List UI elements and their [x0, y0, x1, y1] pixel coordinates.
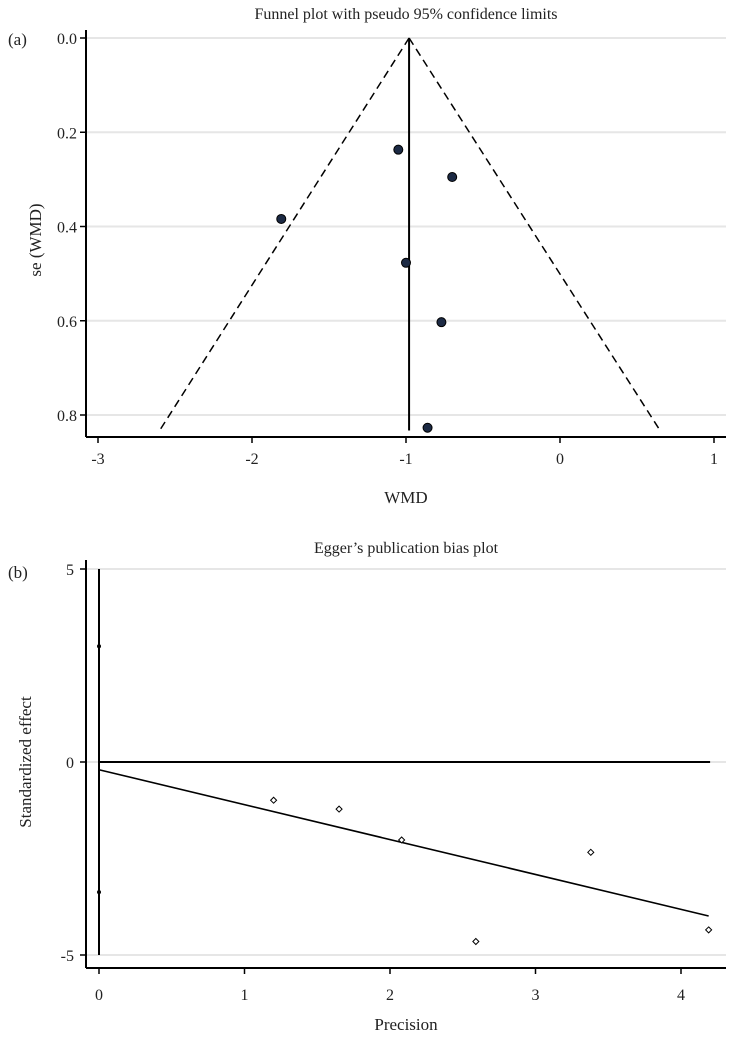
x-tick-label: 3	[532, 987, 540, 1004]
intercept-ci-mark	[97, 644, 101, 649]
x-tick-label: 4	[677, 987, 685, 1004]
regression-line	[98, 768, 709, 917]
y-tick-label: -5	[61, 948, 74, 965]
data-point	[472, 937, 480, 946]
panel-label: (a)	[8, 30, 27, 49]
y-axis-label: se (WMD)	[26, 203, 45, 276]
data-point	[587, 848, 595, 857]
y-tick-label: 0.6	[57, 314, 77, 331]
data-point	[276, 213, 287, 224]
data-point	[422, 422, 433, 433]
data-point	[401, 257, 411, 268]
x-axis-label: Precision	[374, 1015, 438, 1034]
x-tick-label: -1	[399, 451, 412, 468]
x-tick-label: 2	[386, 987, 394, 1004]
data-point	[269, 796, 278, 804]
y-axis-label: Standardized effect	[16, 696, 35, 828]
data-point	[393, 144, 404, 155]
y-tick-label: 0.2	[57, 125, 77, 142]
panel-label: (b)	[8, 563, 28, 582]
data-point	[447, 172, 458, 183]
y-tick-label: 0	[66, 755, 74, 772]
data-point	[397, 836, 406, 844]
funnel-plot-panel: Funnel plot with pseudo 95% confidence l…	[8, 6, 726, 507]
egger-plot-panel: Egger’s publication bias plot (b) Precis…	[8, 540, 726, 1034]
x-tick-label: 1	[710, 451, 718, 468]
x-tick-label: 0	[95, 987, 103, 1004]
y-tick-label: 0.4	[57, 220, 77, 237]
y-tick-label: 0.8	[57, 408, 77, 425]
y-tick-label: 0.0	[57, 31, 77, 48]
chart-title: Egger’s publication bias plot	[314, 540, 499, 557]
lower-confidence-limit	[158, 37, 410, 431]
x-axis-label: WMD	[384, 488, 427, 507]
chart-title: Funnel plot with pseudo 95% confidence l…	[254, 6, 557, 23]
x-tick-label: 1	[241, 987, 249, 1004]
data-point	[704, 926, 713, 934]
y-tick-label: 5	[66, 562, 74, 579]
intercept-ci-mark	[97, 890, 101, 895]
data-point	[335, 805, 343, 813]
x-tick-label: -3	[91, 451, 104, 468]
data-point	[436, 317, 447, 328]
x-tick-label: 0	[556, 451, 564, 468]
upper-confidence-limit	[408, 37, 661, 431]
x-tick-label: -2	[245, 451, 258, 468]
